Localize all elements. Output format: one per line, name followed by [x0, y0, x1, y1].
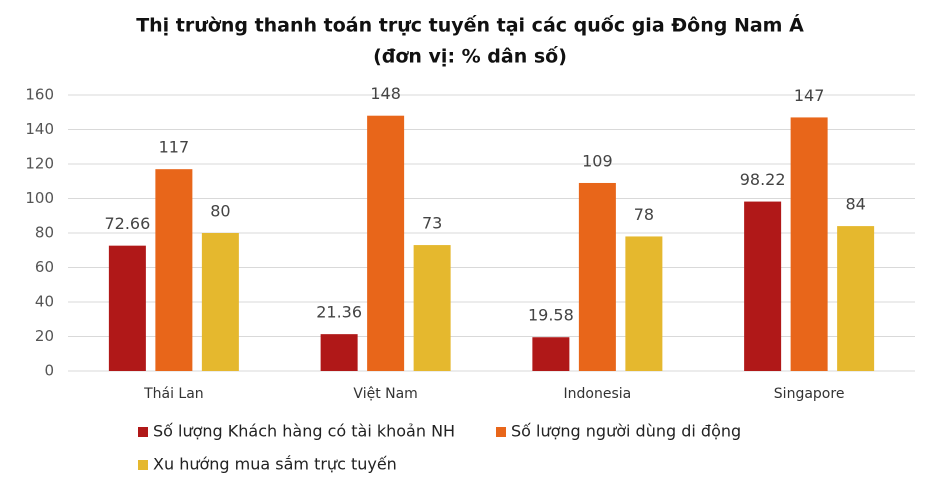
value-label: 98.22: [740, 170, 786, 189]
bar: [320, 334, 358, 371]
bar: [413, 245, 451, 371]
value-label: 109: [582, 151, 613, 170]
x-tick-label: Việt Nam: [353, 386, 417, 402]
y-tick-label: 160: [25, 86, 54, 104]
legend-label: Số lượng người dùng di động: [511, 422, 741, 441]
y-tick-label: 140: [25, 120, 54, 138]
y-tick-label: 60: [35, 258, 54, 276]
value-label: 80: [210, 202, 230, 221]
x-tick-label: Thái Lan: [143, 386, 204, 402]
x-tick-label: Singapore: [774, 386, 845, 402]
legend-label: Xu hướng mua sắm trực tuyến: [153, 455, 397, 474]
y-tick-label: 100: [25, 189, 54, 207]
value-label: 117: [159, 138, 190, 157]
legend-marker: [496, 427, 506, 437]
bar: [790, 117, 828, 371]
legend-marker: [138, 427, 148, 437]
y-tick-label: 80: [35, 224, 54, 242]
value-label: 19.58: [528, 306, 574, 325]
value-label: 78: [634, 205, 654, 224]
value-label: 72.66: [104, 214, 150, 233]
bar: [744, 201, 782, 371]
y-tick-label: 20: [35, 327, 54, 345]
x-tick-label: Indonesia: [564, 386, 632, 402]
y-tick-label: 0: [44, 362, 54, 380]
bar: [367, 115, 405, 371]
chart-title: Thị trường thanh toán trực tuyến tại các…: [136, 14, 804, 37]
chart-subtitle: (đơn vị: % dân số): [373, 45, 567, 68]
value-label: 84: [845, 195, 865, 214]
bar: [108, 245, 146, 371]
value-label: 147: [794, 86, 825, 105]
bar: [625, 236, 663, 371]
bar: [201, 233, 239, 371]
value-label: 73: [422, 214, 442, 233]
bar: [837, 226, 875, 371]
value-label: 148: [370, 84, 401, 103]
y-tick-label: 40: [35, 293, 54, 311]
legend-marker: [138, 460, 148, 470]
legend-label: Số lượng Khách hàng có tài khoản NH: [153, 422, 455, 441]
bar: [578, 182, 616, 371]
y-tick-label: 120: [25, 155, 54, 173]
bar: [532, 337, 570, 371]
value-label: 21.36: [316, 303, 362, 322]
bar: [155, 169, 193, 371]
